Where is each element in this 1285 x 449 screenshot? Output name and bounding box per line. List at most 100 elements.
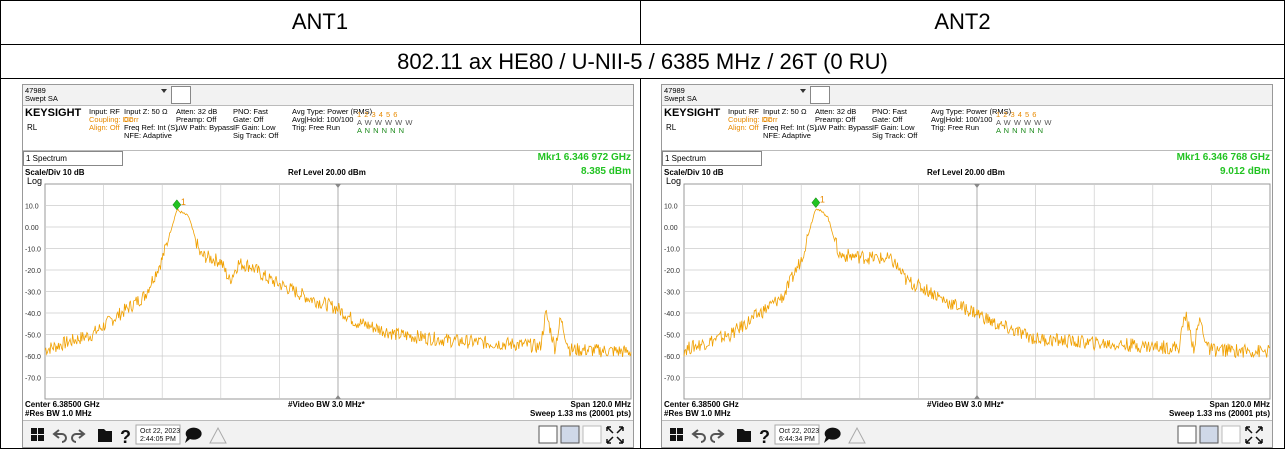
status-text: Corr	[124, 115, 139, 124]
y-tick-label: -70.0	[664, 376, 680, 383]
spectrum-trace	[683, 208, 1271, 359]
window-selector[interactable]: 1 Spectrum	[662, 151, 762, 166]
status-text: Sig Track: Off	[233, 131, 279, 140]
test-condition: 802.11 ax HE80 / U-NII-5 / 6385 MHz / 26…	[397, 49, 888, 74]
status-text: Gate: Off	[233, 115, 264, 124]
fullscreen-icon[interactable]	[606, 426, 624, 444]
message-icon[interactable]	[824, 427, 841, 443]
touch-icon[interactable]	[1199, 425, 1219, 444]
layout-icon[interactable]	[1221, 425, 1241, 444]
trace-status: 1 2 3 4 5 6	[357, 110, 398, 119]
status-text: Trig: Free Run	[931, 123, 980, 132]
add-button[interactable]	[171, 86, 191, 104]
undo-icon[interactable]	[52, 429, 67, 443]
window-selector[interactable]: 1 Spectrum	[23, 151, 123, 166]
trace-status: A N N N N N	[357, 126, 405, 135]
status-text: Avg|Hold: 100/100	[931, 115, 993, 124]
alert-icon[interactable]	[209, 426, 227, 444]
keypad-icon[interactable]	[1177, 425, 1197, 444]
mode: Swept SA	[664, 94, 697, 103]
status-text: Atten: 32 dB	[815, 107, 857, 116]
status-bar	[23, 106, 633, 151]
redo-icon[interactable]	[71, 429, 86, 443]
status-text: Align: Off	[728, 123, 759, 132]
taskbar	[662, 420, 1272, 447]
spectrum-plot: 10.0 0.00 -10.0 -20.0 -30.0 -40.0 -50.0 -60.0 -7…	[25, 183, 632, 400]
message-icon[interactable]	[185, 427, 202, 443]
y-tick-label: -60.0	[25, 354, 41, 361]
status-text: Preamp: Off	[176, 115, 217, 124]
marker-diamond	[172, 199, 182, 211]
status-text: PNO: Fast	[872, 107, 908, 116]
status-text: Atten: 32 dB	[176, 107, 218, 116]
y-tick-label: 10.0	[664, 204, 678, 211]
date: Oct 22, 2023	[779, 428, 819, 435]
status-text: Sig Track: Off	[872, 131, 918, 140]
sweep: Sweep 1.33 ms (20001 pts)	[530, 409, 631, 418]
windows-icon[interactable]	[31, 428, 44, 441]
time: 2:44:05 PM	[140, 436, 176, 443]
touch-icon[interactable]	[560, 425, 580, 444]
analyzer-screenshot: 47989 Swept SA KEYSIGHT RL Input: RF Coupling…	[661, 84, 1273, 448]
redo-icon[interactable]	[710, 429, 725, 443]
y-tick-label: -40.0	[664, 311, 680, 318]
y-tick-label: -20.0	[25, 268, 41, 275]
status-text: Coupling: DC	[728, 115, 773, 124]
status-bar	[662, 106, 1272, 151]
status-text: Gate: Off	[872, 115, 903, 124]
y-tick-label: -10.0	[25, 247, 41, 254]
status-text: NFE: Adaptive	[763, 131, 811, 140]
layout-icon[interactable]	[582, 425, 602, 444]
status-text: Avg|Hold: 100/100	[292, 115, 354, 124]
top-bar	[23, 85, 633, 106]
marker-level: 9.012 dBm	[1219, 166, 1270, 177]
brand: KEYSIGHT	[25, 107, 82, 119]
folder-icon[interactable]	[737, 429, 751, 442]
reference-label: RL	[27, 123, 38, 132]
column-header: ANT1	[291, 9, 349, 34]
clock-box	[774, 424, 820, 445]
reference-label: RL	[666, 123, 677, 132]
y-tick-label: -30.0	[664, 290, 680, 297]
help-icon[interactable]: ?	[759, 427, 770, 447]
span: Span 120.0 MHz	[1209, 400, 1270, 409]
keypad-icon[interactable]	[538, 425, 558, 444]
alert-icon[interactable]	[848, 426, 866, 444]
status-text: Coupling: DC	[89, 115, 134, 124]
mode-dropdown	[161, 89, 167, 93]
status-text: Trig: Free Run	[292, 123, 341, 132]
trace-status: A N N N N N	[996, 126, 1044, 135]
y-tick-label: 0.00	[664, 225, 678, 232]
resolution-bandwidth: #Res BW 1.0 MHz	[25, 409, 92, 418]
clock-box	[135, 424, 181, 445]
help-icon[interactable]: ?	[120, 427, 131, 447]
analyzer-screenshot: 47989 Swept SA KEYSIGHT RL Input: RF Coupling…	[22, 84, 634, 448]
add-button[interactable]	[810, 86, 830, 104]
instrument-id: 47989	[25, 86, 46, 95]
date: Oct 22, 2023	[140, 428, 180, 435]
top-bar	[662, 85, 1272, 106]
status-text: IF Gain: Low	[233, 123, 276, 132]
video-bandwidth: #Video BW 3.0 MHz*	[288, 400, 365, 409]
status-text: NFE: Adaptive	[124, 131, 172, 140]
status-text: µW Path: Bypass	[815, 123, 873, 132]
undo-icon[interactable]	[691, 429, 706, 443]
windows-icon[interactable]	[670, 428, 683, 441]
brand: KEYSIGHT	[664, 107, 721, 119]
resolution-bandwidth: #Res BW 1.0 MHz	[664, 409, 731, 418]
status-text: Input Z: 50 Ω	[124, 107, 168, 116]
status-text: Input: RF	[728, 107, 759, 116]
y-tick-label: -30.0	[25, 290, 41, 297]
y-tick-label: 0.00	[25, 225, 39, 232]
y-tick-label: -40.0	[25, 311, 41, 318]
trace-status: 1 2 3 4 5 6	[996, 110, 1037, 119]
fullscreen-icon[interactable]	[1245, 426, 1263, 444]
scale-div: Scale/Div 10 dB	[25, 168, 85, 177]
y-tick-label: -10.0	[664, 247, 680, 254]
marker-number: 1	[181, 197, 186, 207]
log-label: Log	[27, 176, 43, 186]
folder-icon[interactable]	[98, 429, 112, 442]
log-label: Log	[666, 176, 682, 186]
